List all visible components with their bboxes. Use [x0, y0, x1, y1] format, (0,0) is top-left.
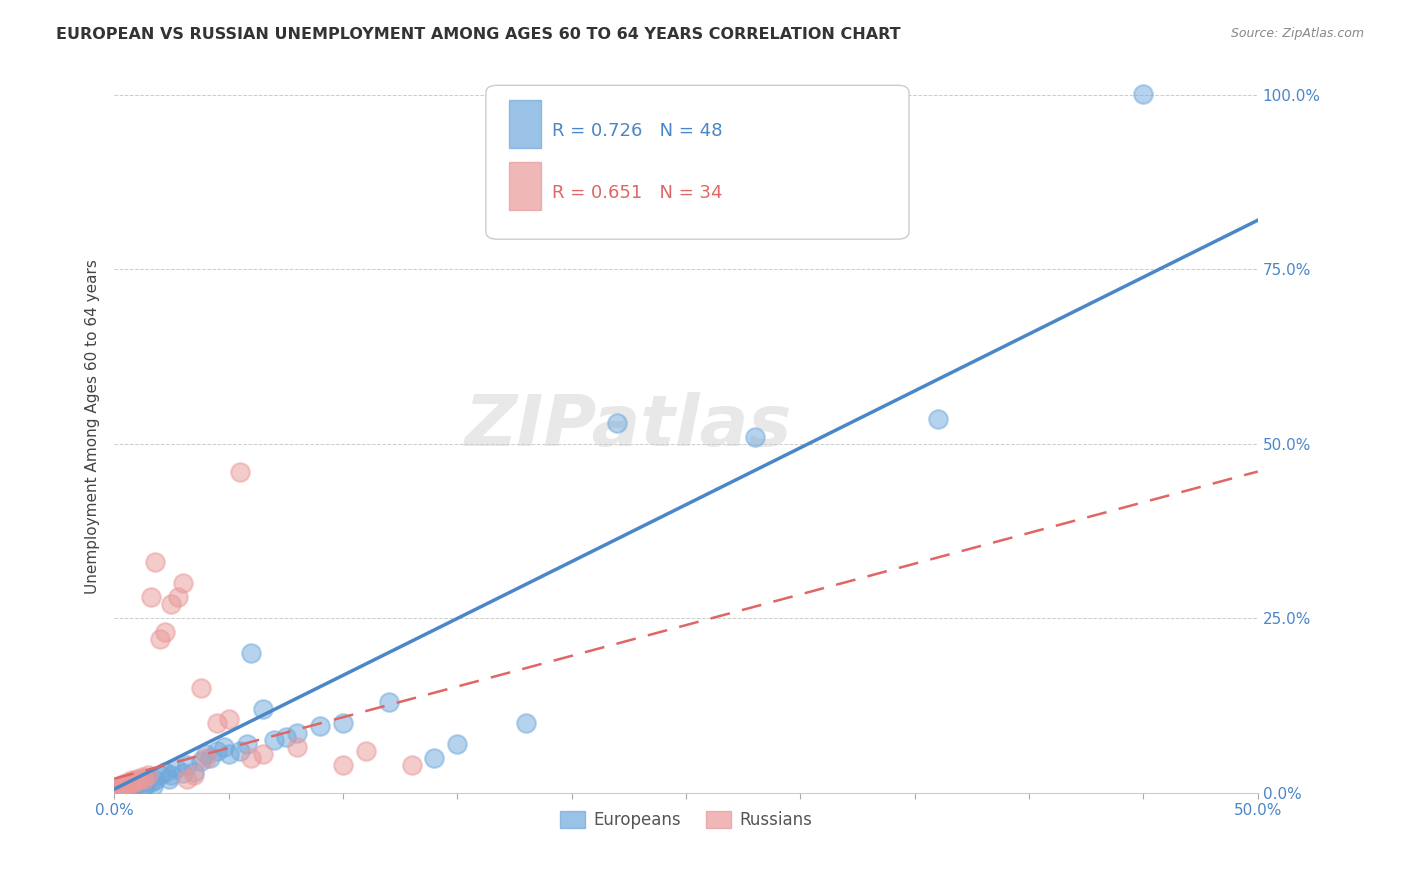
Point	[143, 555, 166, 569]
Point	[124, 779, 146, 793]
Point	[274, 730, 297, 744]
Point	[183, 768, 205, 782]
Point	[128, 773, 150, 788]
Y-axis label: Unemployment Among Ages 60 to 64 years: Unemployment Among Ages 60 to 64 years	[86, 259, 100, 593]
Point	[354, 744, 377, 758]
Point	[332, 757, 354, 772]
FancyBboxPatch shape	[509, 100, 541, 147]
Point	[132, 772, 155, 786]
Point	[183, 764, 205, 779]
Point	[110, 780, 132, 794]
Point	[240, 750, 263, 764]
Point	[218, 712, 240, 726]
Point	[110, 779, 132, 793]
Point	[515, 715, 537, 730]
FancyBboxPatch shape	[509, 162, 541, 210]
Point	[160, 768, 183, 782]
Point	[149, 768, 172, 782]
Point	[176, 757, 198, 772]
Point	[114, 779, 136, 793]
Point	[121, 775, 143, 789]
Point	[125, 777, 148, 791]
Point	[172, 576, 194, 591]
Point	[401, 757, 423, 772]
Point	[205, 715, 228, 730]
Point	[105, 782, 128, 797]
Point	[190, 681, 212, 695]
Point	[153, 625, 176, 640]
Point	[252, 702, 274, 716]
Point	[117, 775, 139, 789]
Point	[218, 747, 240, 762]
Text: R = 0.651   N = 34: R = 0.651 N = 34	[553, 185, 723, 202]
Point	[112, 781, 135, 796]
Point	[927, 412, 949, 426]
Point	[142, 779, 165, 793]
Point	[121, 773, 143, 788]
Point	[423, 750, 446, 764]
Point	[606, 416, 628, 430]
Legend: Europeans, Russians: Europeans, Russians	[554, 804, 818, 836]
Point	[167, 590, 190, 604]
Point	[120, 780, 142, 794]
Point	[114, 779, 136, 793]
Point	[240, 646, 263, 660]
Point	[138, 772, 160, 786]
Point	[131, 773, 153, 788]
FancyBboxPatch shape	[486, 86, 910, 239]
Point	[252, 747, 274, 762]
Point	[149, 632, 172, 646]
Point	[143, 773, 166, 788]
Point	[120, 777, 142, 791]
Point	[157, 772, 180, 786]
Point	[139, 590, 162, 604]
Point	[117, 777, 139, 791]
Point	[139, 775, 162, 789]
Point	[135, 777, 157, 791]
Point	[229, 465, 252, 479]
Point	[153, 764, 176, 779]
Point	[107, 780, 129, 794]
Point	[229, 744, 252, 758]
Point	[285, 726, 308, 740]
Point	[194, 747, 217, 762]
Point	[128, 775, 150, 789]
Point	[138, 768, 160, 782]
Point	[131, 770, 153, 784]
Point	[112, 777, 135, 791]
Point	[285, 740, 308, 755]
Text: Source: ZipAtlas.com: Source: ZipAtlas.com	[1230, 27, 1364, 40]
Point	[377, 695, 399, 709]
Text: EUROPEAN VS RUSSIAN UNEMPLOYMENT AMONG AGES 60 TO 64 YEARS CORRELATION CHART: EUROPEAN VS RUSSIAN UNEMPLOYMENT AMONG A…	[56, 27, 901, 42]
Text: R = 0.726   N = 48: R = 0.726 N = 48	[553, 122, 723, 140]
Point	[205, 744, 228, 758]
Point	[200, 750, 222, 764]
Text: ZIPatlas: ZIPatlas	[465, 392, 793, 460]
Point	[309, 719, 332, 733]
Point	[744, 429, 766, 443]
Point	[176, 772, 198, 786]
Point	[124, 775, 146, 789]
Point	[194, 750, 217, 764]
Point	[132, 780, 155, 794]
Point	[263, 733, 285, 747]
Point	[107, 782, 129, 797]
Point	[125, 772, 148, 786]
Point	[1132, 87, 1154, 101]
Point	[190, 754, 212, 768]
Point	[332, 715, 354, 730]
Point	[160, 597, 183, 611]
Point	[172, 766, 194, 780]
Point	[165, 761, 187, 775]
Point	[236, 737, 259, 751]
Point	[212, 740, 235, 755]
Point	[446, 737, 468, 751]
